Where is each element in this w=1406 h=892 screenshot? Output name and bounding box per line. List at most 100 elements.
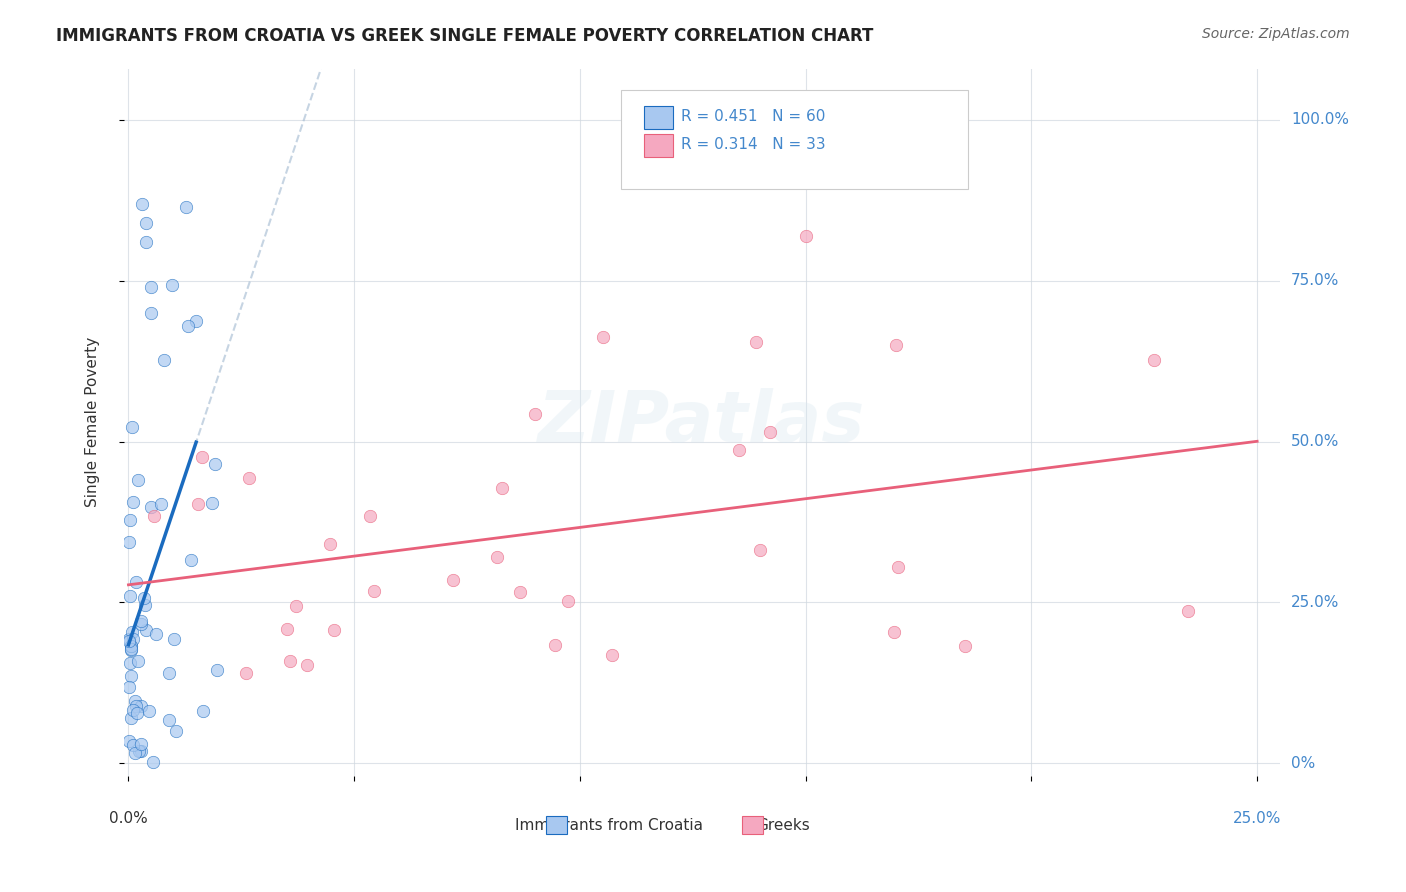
Text: ZIPatlas: ZIPatlas [538,388,866,457]
Point [120,711,142,725]
Point [125,698,148,713]
Point [544,638,567,652]
Point [139,306,162,320]
Text: R = 0.314   N = 33: R = 0.314 N = 33 [681,137,825,153]
Point [129,614,152,628]
Point [122,738,145,752]
Point [129,744,152,758]
FancyBboxPatch shape [621,90,967,189]
Point [524,407,547,421]
Point [118,632,141,646]
Point [127,473,149,487]
Point [122,703,145,717]
Text: IMMIGRANTS FROM CROATIA VS GREEK SINGLE FEMALE POVERTY CORRELATION CHART: IMMIGRANTS FROM CROATIA VS GREEK SINGLE … [56,27,873,45]
Point [135,623,157,637]
Point [165,724,187,739]
Point [794,228,817,243]
Text: R = 0.451   N = 60: R = 0.451 N = 60 [681,109,825,124]
Point [160,277,183,292]
Point [118,680,141,694]
Point [557,594,579,608]
Text: 25.0%: 25.0% [1233,811,1281,826]
Point [363,583,385,598]
Point [749,542,772,557]
Point [883,624,905,639]
Point [180,552,202,566]
Text: Greeks: Greeks [756,818,810,833]
Y-axis label: Single Female Poverty: Single Female Poverty [86,337,100,508]
Point [120,639,142,653]
Text: 100.0%: 100.0% [1291,112,1348,128]
Point [295,657,318,672]
Point [120,639,142,653]
Point [745,334,768,349]
Point [132,591,155,605]
Point [134,598,156,612]
Text: 0.0%: 0.0% [110,811,148,826]
Point [205,663,228,677]
Point [278,655,301,669]
Point [118,733,141,747]
Point [284,599,307,613]
Point [884,338,907,352]
Point [323,623,346,637]
Point [129,698,152,713]
Point [138,704,160,718]
Point [187,497,209,511]
Point [157,713,180,727]
Point [191,450,214,464]
Point [139,280,162,294]
Text: Immigrants from Croatia: Immigrants from Croatia [516,818,703,833]
Text: 75.0%: 75.0% [1291,273,1339,288]
Bar [644,106,673,128]
Point [139,500,162,515]
Point [319,537,342,551]
Text: 50.0%: 50.0% [1291,434,1339,449]
Point [145,627,167,641]
Point [592,330,614,344]
Point [121,420,143,434]
Point [142,756,165,770]
Point [1143,353,1166,368]
Point [491,481,513,495]
Point [184,314,207,328]
Point [152,353,174,368]
Text: Source: ZipAtlas.com: Source: ZipAtlas.com [1202,27,1350,41]
Text: 0%: 0% [1291,756,1315,771]
Point [359,508,381,523]
Point [174,200,197,214]
Point [121,625,143,640]
Point [129,737,152,751]
Point [1177,605,1199,619]
Point [120,590,142,604]
Point [124,746,146,760]
Point [177,318,200,333]
Point [238,471,260,485]
Point [120,669,142,683]
Point [128,744,150,758]
Point [441,573,464,587]
Point [728,442,751,457]
Point [953,639,976,653]
Point [759,425,782,440]
Point [122,494,145,508]
Point [135,216,157,230]
Point [149,497,172,511]
Point [602,648,624,662]
Point [120,642,142,657]
Point [235,665,257,680]
Point [118,534,141,549]
Point [120,641,142,656]
Point [163,632,186,647]
Point [135,235,157,250]
Bar [644,135,673,157]
Point [193,704,215,718]
Point [886,560,908,574]
Point [120,656,142,670]
Point [125,706,148,721]
Point [118,633,141,648]
Point [124,694,146,708]
Point [118,513,141,527]
Point [204,457,226,471]
Point [127,654,149,668]
